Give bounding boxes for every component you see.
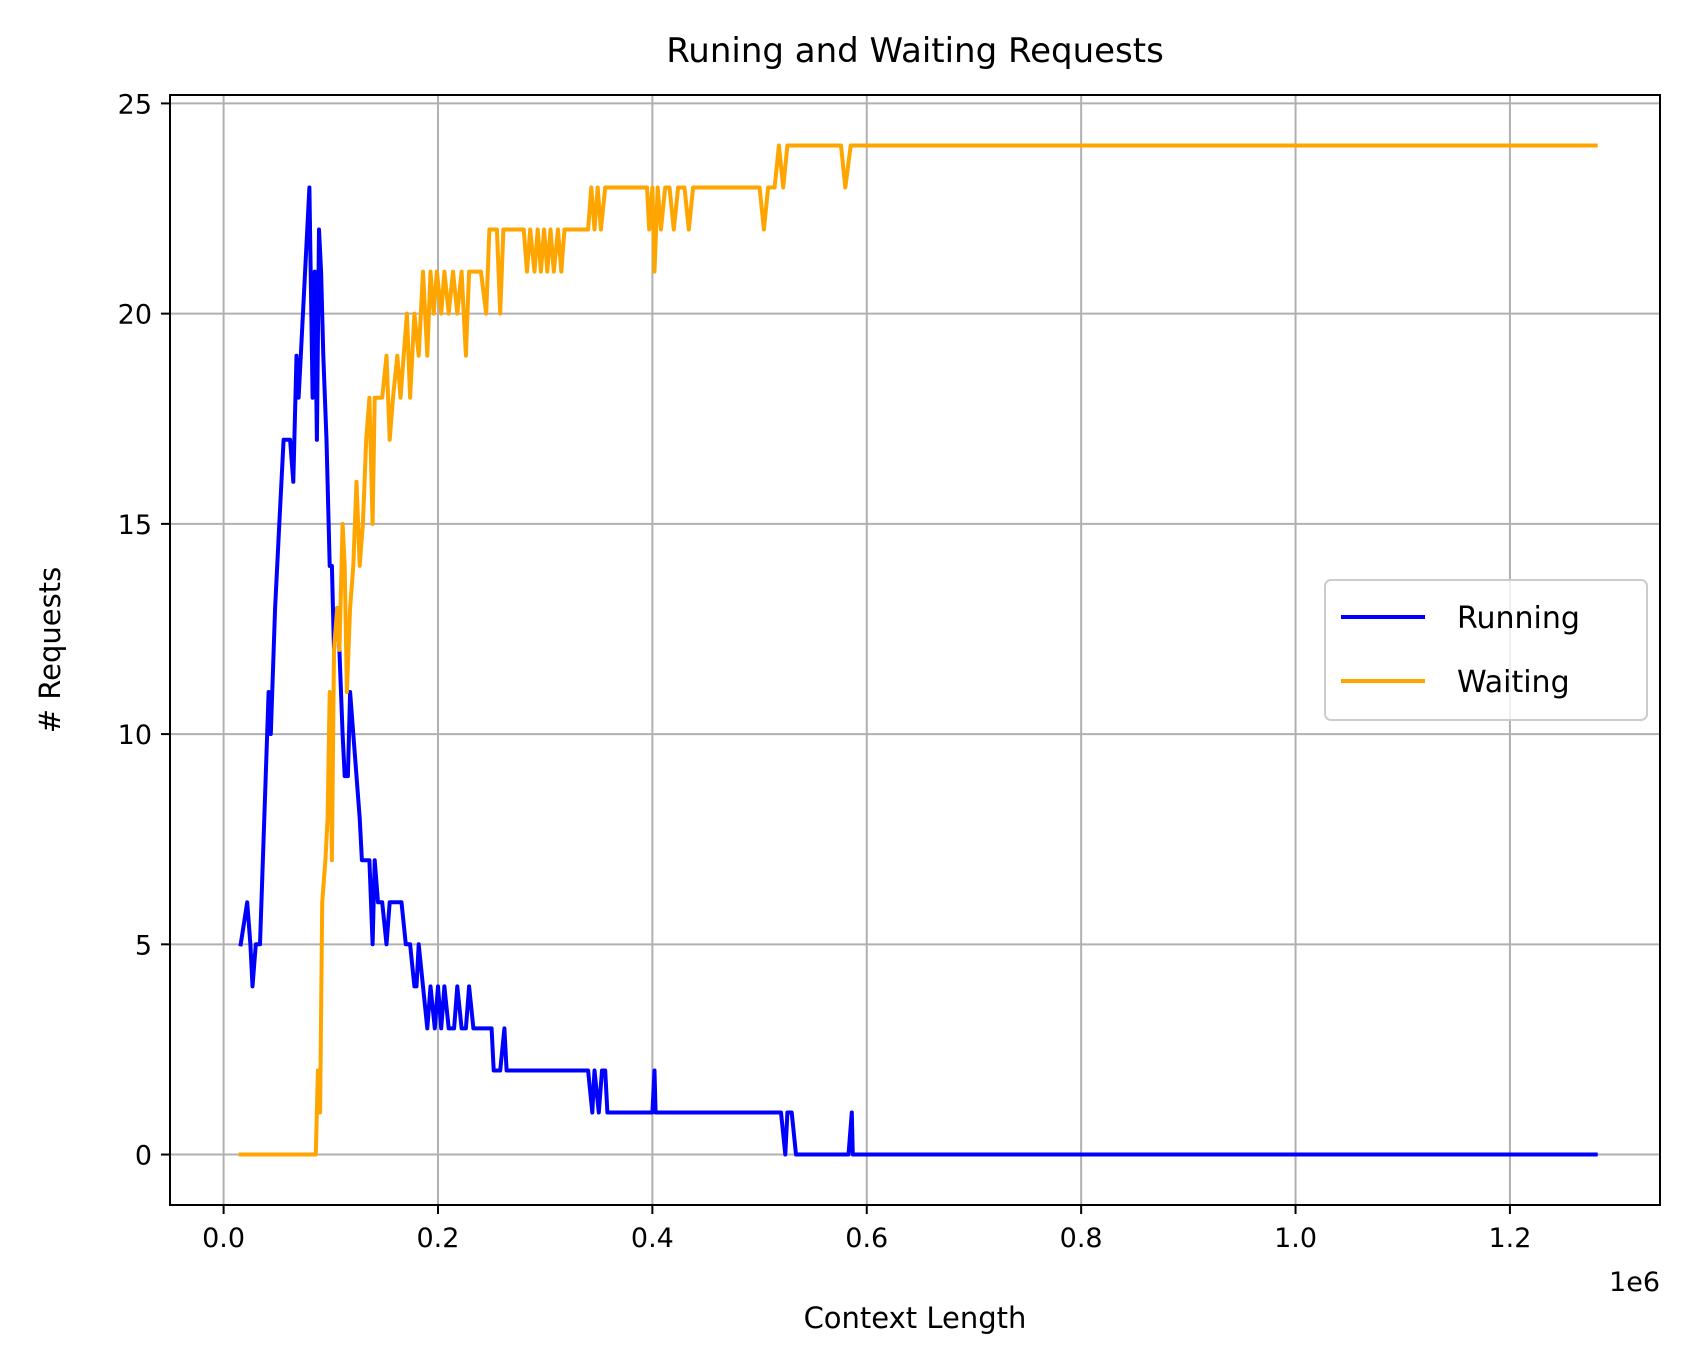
x-tick-label: 1.0	[1274, 1223, 1317, 1254]
legend: Running Waiting	[1324, 579, 1648, 721]
grid	[170, 95, 1660, 1205]
x-tick-label: 0.0	[202, 1223, 245, 1254]
x-tick-label: 0.8	[1060, 1223, 1103, 1254]
y-tick-label: 10	[118, 720, 152, 751]
chart-title: Runing and Waiting Requests	[666, 31, 1164, 71]
y-tick-label: 0	[135, 1141, 152, 1172]
x-tick-label: 0.2	[417, 1223, 460, 1254]
x-tick-label: 1.2	[1488, 1223, 1531, 1254]
x-tick-label: 0.6	[845, 1223, 888, 1254]
series-layer	[238, 143, 1598, 1157]
x-tick-label: 0.4	[631, 1223, 674, 1254]
ticks: 0.0 0.2 0.4 0.6 0.8 1.0 1.2 0 5 10 15 20 25	[118, 89, 1532, 1254]
x-axis-scale-label: 1e6	[1609, 1267, 1660, 1298]
series-line-running	[238, 185, 1598, 1157]
legend-label-running: Running	[1457, 601, 1580, 636]
y-tick-label: 25	[118, 89, 152, 120]
legend-label-waiting: Waiting	[1457, 665, 1570, 700]
plot-frame	[169, 94, 1661, 1206]
y-tick-label: 5	[135, 930, 152, 961]
x-axis-title: Context Length	[804, 1301, 1027, 1335]
y-axis-title: # Requests	[33, 567, 67, 733]
y-tick-label: 15	[118, 510, 152, 541]
series-line-waiting	[238, 143, 1598, 1157]
y-tick-label: 20	[118, 300, 152, 331]
